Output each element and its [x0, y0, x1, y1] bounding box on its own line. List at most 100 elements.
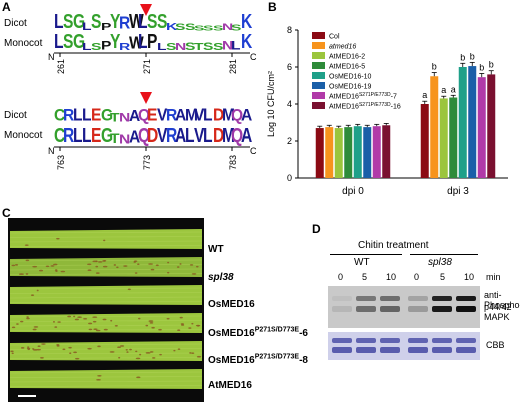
lesion-spot: [37, 345, 41, 348]
logo1-pos-end: 281: [228, 58, 238, 74]
logo-residue: S: [203, 24, 214, 33]
bar: [449, 97, 458, 178]
logo-residue: S: [203, 40, 214, 53]
y-tick-label: 2: [287, 136, 292, 146]
logo2-monocot-label: Monocot: [4, 130, 43, 141]
lesion-spot: [67, 315, 72, 318]
logo-residue: N: [222, 39, 234, 53]
logo-residue: T: [110, 111, 120, 125]
lesion-spot: [135, 357, 141, 360]
spl38-bracket: [410, 254, 478, 255]
logo2-n-terminus: N: [48, 146, 55, 156]
cbb-band: [356, 338, 376, 343]
bar: [458, 67, 467, 178]
logo1-axis: [54, 4, 250, 57]
logo-residue: R: [63, 125, 75, 147]
lesion-spot: [52, 321, 56, 323]
lesion-spot: [114, 324, 118, 327]
lesion-spot: [54, 326, 58, 328]
lesion-spot: [109, 351, 115, 353]
legend-entry: AtMED16S271P/E773D-16: [329, 102, 401, 111]
lesion-spot: [148, 320, 154, 322]
lesion-spot: [30, 294, 35, 296]
logo-residue: S: [63, 11, 74, 33]
logo-residue: R: [166, 125, 178, 147]
cbb-band: [432, 347, 452, 353]
logo1-n-terminus: N: [48, 52, 55, 62]
bar: [430, 76, 439, 178]
panel-label-a: A: [2, 0, 11, 14]
logo-residue: P: [147, 31, 158, 53]
logo-residue: S: [166, 41, 177, 53]
legend-entry: atmed16: [329, 44, 356, 51]
cbb-band: [456, 338, 476, 343]
logo-residue: Q: [231, 106, 244, 125]
lesion-spot: [20, 347, 25, 349]
lesion-spot: [11, 264, 16, 267]
lesion-spot: [110, 319, 113, 322]
logo-residue: T: [194, 41, 204, 53]
lesion-spot: [127, 288, 131, 291]
lesion-spot: [181, 324, 185, 326]
lesion-spot: [102, 260, 106, 262]
lesion-spot: [40, 357, 44, 359]
legend-swatch: [312, 72, 325, 79]
lesion-spot: [55, 270, 58, 272]
bar: [325, 127, 334, 178]
lesion-spot: [134, 272, 138, 274]
logo1-c-terminus: C: [250, 52, 257, 62]
leaf-label-osmed16-mut8: OsMED16P271S/D773E-8: [208, 354, 308, 367]
time-point-label: 5: [362, 272, 368, 282]
logo-residue: R: [119, 13, 131, 33]
logo-residue: K: [240, 31, 252, 53]
logo-residue: S: [231, 23, 242, 33]
logo-residue: W: [128, 11, 144, 33]
lesion-spot: [56, 237, 60, 240]
lesion-spot: [97, 345, 101, 348]
lesion-spot: [41, 343, 46, 345]
cbb-band: [432, 338, 452, 343]
logo-residue: S: [212, 41, 224, 53]
logo-residue: M: [184, 106, 198, 125]
logo-residue: D: [212, 105, 224, 125]
lesion-spot: [50, 265, 55, 267]
lesion-spot: [177, 329, 181, 332]
bar: [344, 127, 353, 178]
leaf: [9, 369, 203, 389]
lesion-spot: [92, 316, 98, 318]
lesion-spot: [11, 352, 14, 355]
significance-label: a: [422, 90, 427, 100]
lesion-spot: [95, 272, 100, 274]
logo-residue: D: [147, 125, 159, 147]
logo-residue: L: [82, 105, 92, 125]
logo-residue: L: [72, 105, 83, 125]
blot-band: [380, 296, 400, 301]
logo-residue: L: [231, 39, 241, 53]
logo-residue: N: [222, 22, 234, 33]
bar: [420, 104, 429, 178]
bar: [439, 98, 448, 178]
lesion-spot: [69, 352, 72, 355]
lesion-spot: [25, 259, 30, 262]
logo-residue: M: [222, 105, 236, 125]
logo-residue: N: [119, 132, 131, 147]
logo-residue: S: [194, 24, 205, 33]
logo-residue: S: [147, 11, 158, 33]
lesion-spot: [87, 269, 92, 272]
leaf-label-atmed16: AtMED16: [208, 380, 252, 391]
lesion-spot: [14, 264, 19, 266]
lesion-spot: [179, 316, 183, 319]
panel-label-c: C: [2, 206, 11, 220]
lesion-spot: [95, 329, 101, 332]
logo-residue: L: [82, 20, 92, 33]
lesion-spot: [150, 268, 155, 271]
legend-swatch: [312, 92, 325, 99]
logo-residue: L: [138, 11, 148, 33]
y-tick-label: 8: [287, 25, 292, 35]
time-point-label: 10: [464, 272, 475, 282]
logo2-dicot-label: Dicot: [4, 110, 27, 121]
lesion-spot: [116, 266, 119, 269]
blot-band: [332, 296, 352, 301]
blot-title: Chitin treatment: [358, 240, 429, 251]
